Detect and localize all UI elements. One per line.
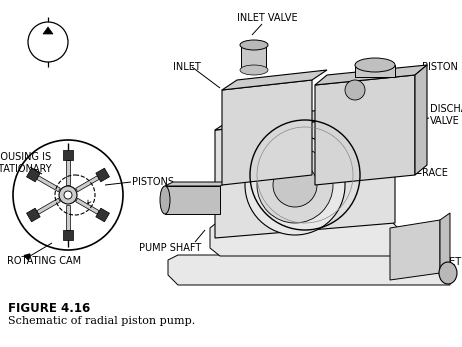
Circle shape (59, 186, 77, 204)
Polygon shape (66, 160, 70, 185)
Text: OUTLET: OUTLET (424, 257, 462, 267)
Text: ROTATING CAM: ROTATING CAM (7, 256, 81, 266)
Ellipse shape (160, 186, 170, 214)
Text: INLET: INLET (173, 62, 201, 72)
Ellipse shape (240, 40, 268, 50)
Polygon shape (215, 103, 415, 130)
Polygon shape (355, 65, 395, 77)
Ellipse shape (355, 58, 395, 72)
Polygon shape (36, 176, 61, 192)
Text: CAM: CAM (274, 185, 297, 195)
Polygon shape (76, 198, 99, 214)
Text: DISCHARGE
VALVE: DISCHARGE VALVE (430, 104, 462, 126)
Text: PISTON: PISTON (422, 62, 458, 72)
Polygon shape (210, 220, 400, 256)
Polygon shape (241, 45, 266, 70)
Polygon shape (390, 220, 440, 280)
Polygon shape (440, 213, 450, 273)
Polygon shape (168, 255, 450, 285)
Text: PUMP SHAFT: PUMP SHAFT (139, 243, 201, 253)
Polygon shape (222, 80, 312, 185)
Text: PISTONS: PISTONS (132, 177, 174, 187)
Ellipse shape (439, 262, 457, 284)
Circle shape (64, 191, 72, 199)
Polygon shape (215, 115, 395, 238)
Circle shape (28, 22, 68, 62)
Polygon shape (222, 70, 327, 90)
Text: INLET VALVE: INLET VALVE (237, 13, 298, 23)
Polygon shape (63, 150, 73, 160)
Text: RACE: RACE (422, 168, 448, 178)
Text: Schematic of radial piston pump.: Schematic of radial piston pump. (8, 316, 195, 326)
Circle shape (257, 147, 333, 223)
Polygon shape (315, 65, 427, 85)
Polygon shape (26, 208, 40, 222)
Ellipse shape (240, 65, 268, 75)
Circle shape (245, 135, 345, 235)
Text: FIGURE 4.16: FIGURE 4.16 (8, 302, 90, 315)
Polygon shape (76, 176, 99, 192)
Circle shape (13, 140, 123, 250)
Polygon shape (63, 230, 73, 240)
Polygon shape (36, 198, 61, 214)
Text: HOUSING IS
STATIONARY: HOUSING IS STATIONARY (0, 152, 52, 174)
Circle shape (345, 80, 365, 100)
Polygon shape (415, 65, 427, 175)
Polygon shape (96, 168, 109, 182)
Polygon shape (165, 182, 228, 186)
Circle shape (273, 163, 317, 207)
Polygon shape (26, 168, 40, 182)
Polygon shape (315, 75, 415, 185)
Polygon shape (43, 27, 53, 34)
Polygon shape (165, 186, 220, 214)
Polygon shape (66, 205, 70, 230)
Polygon shape (96, 208, 109, 222)
